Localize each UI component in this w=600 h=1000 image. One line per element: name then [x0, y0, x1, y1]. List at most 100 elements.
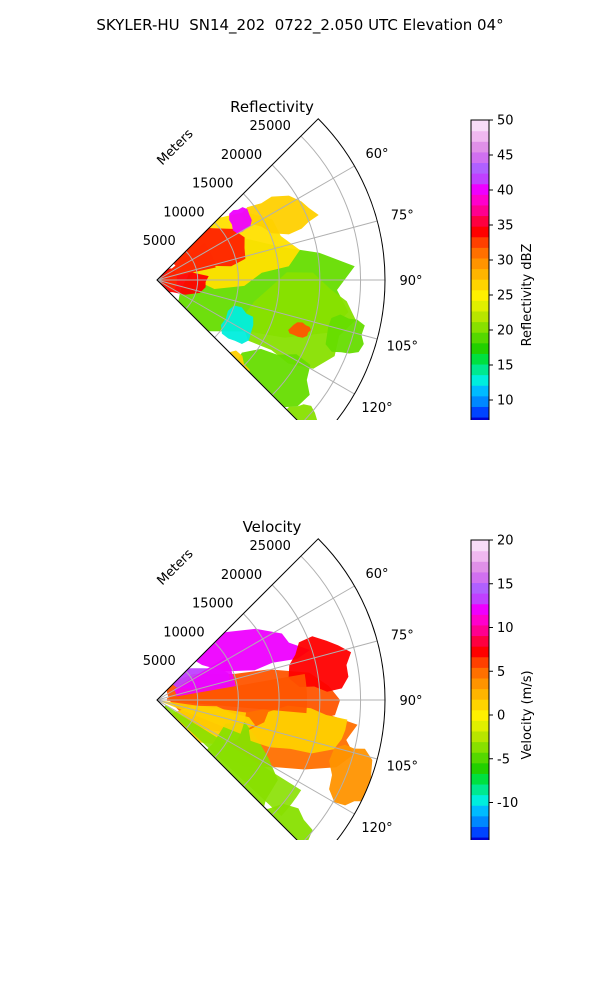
colorbar-tick-label: 40: [497, 184, 514, 199]
colorbar-segment: [471, 257, 489, 270]
colorbar-tick-label: 20: [497, 324, 514, 339]
colorbar-segment: [471, 363, 489, 376]
figure-title: SKYLER-HU SN14_202 0722_2.050 UTC Elevat…: [96, 16, 504, 34]
echo-region: [229, 207, 252, 234]
colorbar-segment: [471, 709, 489, 721]
colorbar-segment: [471, 699, 489, 711]
colorbar-segment: [471, 310, 489, 323]
colorbar-tick-label: 10: [497, 394, 514, 409]
colorbar-segment: [471, 215, 489, 227]
colorbar-segment: [471, 226, 489, 238]
colorbar-segment: [471, 582, 489, 594]
azimuth-tick-label: 75°: [391, 208, 414, 223]
colorbar-segment: [471, 321, 489, 333]
colorbar-segment: [471, 540, 489, 552]
velocity-chart-title: Velocity: [243, 518, 302, 536]
reflectivity-chart: Reflectivity 5000 10000 15000 20000 25000 Met…: [143, 98, 535, 479]
colorbar-segment: [471, 247, 489, 259]
range-tick-label: 10000: [163, 205, 204, 220]
colorbar-tick-label: 10: [497, 621, 514, 636]
colorbar-segment: [471, 279, 489, 291]
colorbar-segment: [471, 646, 489, 658]
range-tick-label: 15000: [192, 177, 233, 192]
colorbar-segment: [471, 332, 489, 344]
colorbar-segment: [471, 667, 489, 679]
range-tick-label: 10000: [163, 625, 204, 640]
colorbar-segment: [471, 688, 489, 700]
colorbar-tick-label: 45: [497, 149, 514, 164]
azimuth-spoke: [156, 585, 355, 701]
colorbar-segment: [471, 677, 489, 690]
colorbar-segment: [471, 162, 489, 174]
colorbar-segment: [471, 794, 489, 806]
colorbar-segment: [471, 741, 489, 753]
range-tick-label: 15000: [192, 597, 233, 612]
azimuth-spoke: [156, 279, 355, 395]
echo-region: [329, 744, 373, 806]
echo-region: [240, 195, 319, 235]
colorbar-tick-label: 0: [497, 709, 505, 724]
colorbar-segment: [471, 783, 489, 796]
colorbar-segment: [471, 342, 489, 354]
colorbar-segment: [471, 395, 489, 407]
azimuth-tick-label: 120°: [361, 821, 392, 836]
colorbar-tick-label: 30: [497, 254, 514, 269]
range-tick-label: 25000: [250, 119, 291, 134]
colorbar-segment: [471, 720, 489, 732]
range-tick-label: 20000: [221, 148, 262, 163]
colorbar-segment: [471, 550, 489, 562]
colorbar-segment: [471, 571, 489, 584]
colorbar-segment: [471, 624, 489, 637]
echo-region: [288, 322, 311, 338]
colorbar-segment: [471, 151, 489, 164]
colorbar: 05101520253035404550Reflectivity dBZ: [470, 114, 535, 479]
colorbar-segment: [471, 289, 489, 301]
colorbar-segment: [471, 194, 489, 206]
colorbar-segment: [471, 752, 489, 764]
colorbar-segment: [471, 603, 489, 615]
echo-region: [161, 700, 247, 734]
colorbar-label: Velocity (m/s): [520, 670, 535, 759]
range-tick-label: 5000: [143, 654, 176, 669]
azimuth-spoke: [156, 279, 378, 340]
azimuth-tick-label: 90°: [399, 274, 422, 289]
colorbar-label: Reflectivity dBZ: [520, 244, 535, 347]
colorbar-tick-label: 50: [497, 114, 514, 129]
colorbar-tick-label: 5: [497, 665, 505, 680]
colorbar-segment: [471, 815, 489, 827]
colorbar-segment: [471, 353, 489, 365]
range-axis-label: Meters: [155, 546, 197, 588]
echo-region: [173, 657, 236, 697]
range-tick-label: 25000: [250, 539, 291, 554]
colorbar-segment: [471, 805, 489, 817]
echo-region: [164, 705, 302, 816]
colorbar-segment: [471, 406, 489, 418]
colorbar-segment: [471, 635, 489, 647]
range-axis-label: Meters: [155, 126, 197, 168]
colorbar-tick-label: 20: [497, 534, 514, 549]
polar-frame: [156, 118, 386, 442]
colorbar-tick-label: -5: [497, 752, 510, 767]
azimuth-tick-label: 60°: [365, 147, 388, 162]
colorbar-segment: [471, 183, 489, 195]
colorbar-segment: [471, 300, 489, 312]
colorbar-segment: [471, 374, 489, 386]
azimuth-spoke: [156, 220, 378, 281]
range-tick-label: 5000: [143, 234, 176, 249]
polar-frame: [156, 538, 386, 862]
echo-region: [220, 305, 254, 344]
velocity-chart: Velocity 5000 10000 15000 20000 25000 Meters 6…: [143, 518, 535, 899]
velocity-panel: Velocity 5000 10000 15000 20000 25000 Meters 6…: [0, 420, 600, 899]
colorbar-segment: [471, 826, 489, 838]
colorbar-segment: [471, 593, 489, 605]
colorbar-segment: [471, 268, 489, 280]
azimuth-tick-label: 105°: [387, 340, 418, 355]
colorbar-segment: [471, 141, 489, 153]
colorbar-tick-label: 25: [497, 289, 514, 304]
colorbar-segment: [471, 204, 489, 217]
colorbar-segment: [471, 762, 489, 774]
echo-region: [231, 348, 311, 410]
colorbar-segment: [471, 773, 489, 785]
colorbar-segment: [471, 561, 489, 573]
